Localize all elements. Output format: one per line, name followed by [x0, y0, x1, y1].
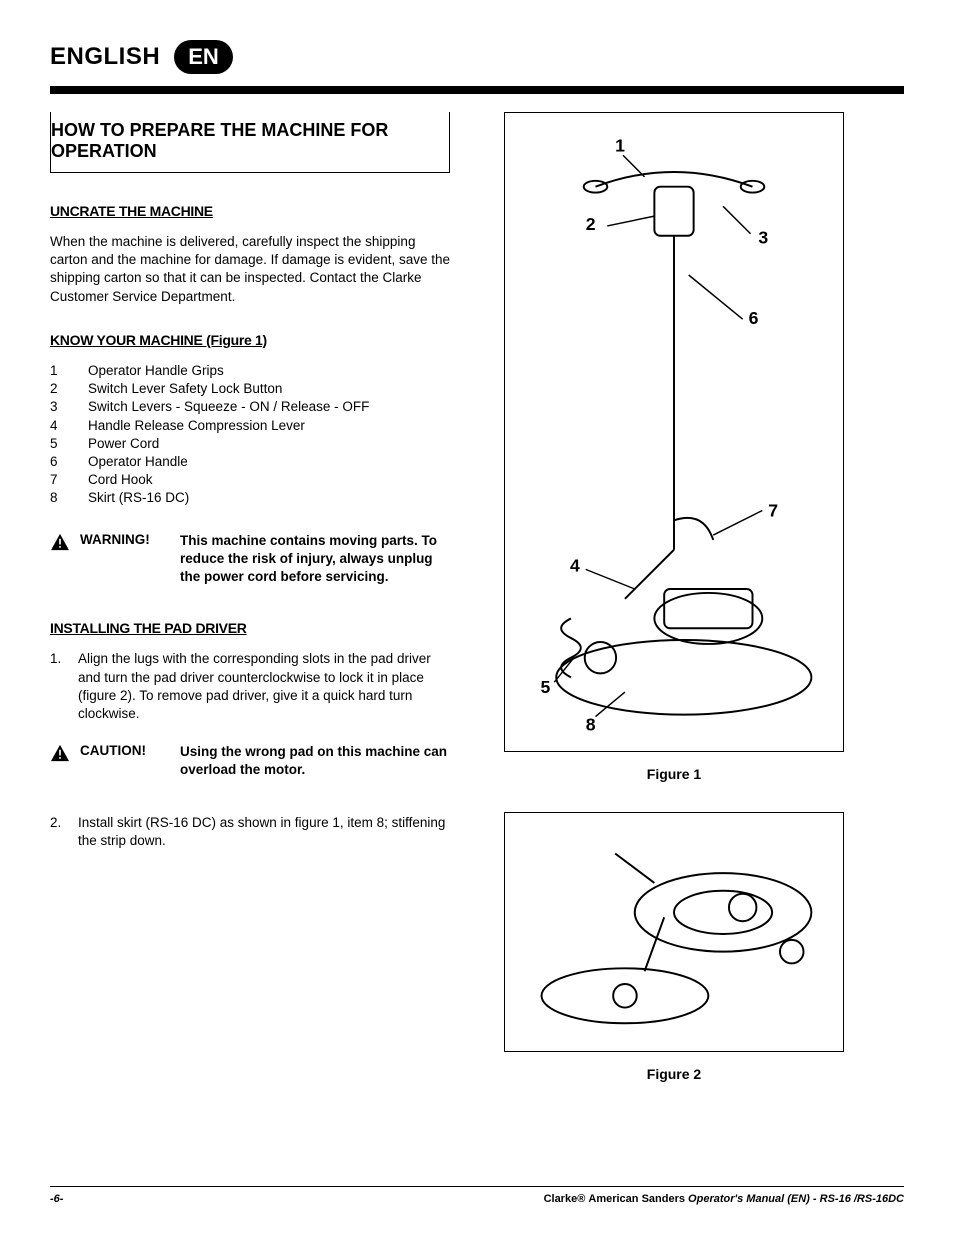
- footer-model: - RS-16 /RS-16DC: [810, 1193, 904, 1205]
- left-column: HOW TO PREPARE THE MACHINE FOR OPERATION…: [50, 112, 450, 1112]
- page-footer: -6- Clarke® American Sanders Operator's …: [50, 1186, 904, 1205]
- list-item: 2Switch Lever Safety Lock Button: [50, 380, 450, 398]
- figure-1-frame: 1 2 3 6 7 4 5 8: [504, 112, 844, 752]
- footer-mid: American Sanders: [588, 1193, 685, 1205]
- section-title: HOW TO PREPARE THE MACHINE FOR OPERATION: [51, 120, 439, 162]
- footer-title: Operator's Manual (EN): [688, 1193, 810, 1205]
- callout-1: 1: [615, 135, 625, 155]
- figure-2-frame: [504, 812, 844, 1052]
- list-item: 3Switch Levers - Squeeze - ON / Release …: [50, 398, 450, 416]
- callout-4: 4: [570, 555, 580, 575]
- list-item: 4Handle Release Compression Lever: [50, 417, 450, 435]
- list-item: 6Operator Handle: [50, 453, 450, 471]
- warning-icon: [50, 533, 70, 551]
- list-item: 1Operator Handle Grips: [50, 362, 450, 380]
- language-header: ENGLISH EN: [50, 40, 904, 74]
- callout-3: 3: [758, 228, 768, 248]
- warning-block: WARNING! This machine contains moving pa…: [50, 532, 450, 587]
- caution-label: CAUTION!: [80, 743, 170, 758]
- footer-brand: Clarke®: [544, 1193, 586, 1205]
- caution-block: CAUTION! Using the wrong pad on this mac…: [50, 743, 450, 779]
- warning-label: WARNING!: [80, 532, 170, 547]
- install-steps: 1.Align the lugs with the corresponding …: [50, 650, 450, 723]
- figure-1-diagram: 1 2 3 6 7 4 5 8: [517, 124, 831, 740]
- uncrate-heading: UNCRATE THE MACHINE: [50, 203, 450, 219]
- uncrate-body: When the machine is delivered, carefully…: [50, 233, 450, 306]
- content-columns: HOW TO PREPARE THE MACHINE FOR OPERATION…: [50, 112, 904, 1112]
- list-item: 5Power Cord: [50, 435, 450, 453]
- header-rule: [50, 86, 904, 94]
- figure-2-caption: Figure 2: [647, 1066, 701, 1082]
- list-item: 2.Install skirt (RS-16 DC) as shown in f…: [50, 814, 450, 850]
- install-steps-2: 2.Install skirt (RS-16 DC) as shown in f…: [50, 814, 450, 850]
- list-item: 1.Align the lugs with the corresponding …: [50, 650, 450, 723]
- language-badge: EN: [174, 40, 233, 74]
- figure-2-diagram: [517, 824, 831, 1040]
- page-number: -6-: [50, 1193, 63, 1205]
- figure-1-caption: Figure 1: [647, 766, 701, 782]
- callout-7: 7: [768, 500, 778, 520]
- footer-right: Clarke® American Sanders Operator's Manu…: [544, 1193, 904, 1205]
- warning-text: This machine contains moving parts. To r…: [180, 532, 450, 587]
- right-column: 1 2 3 6 7 4 5 8 Figure 1: [474, 112, 874, 1112]
- callout-6: 6: [749, 308, 759, 328]
- parts-list: 1Operator Handle Grips 2Switch Lever Saf…: [50, 362, 450, 508]
- install-heading: INSTALLING THE PAD DRIVER: [50, 620, 450, 636]
- list-item: 8Skirt (RS-16 DC): [50, 489, 450, 507]
- list-item: 7Cord Hook: [50, 471, 450, 489]
- callout-8: 8: [586, 714, 596, 734]
- caution-text: Using the wrong pad on this machine can …: [180, 743, 450, 779]
- language-label: ENGLISH: [50, 43, 160, 71]
- callout-5: 5: [541, 677, 551, 697]
- know-heading: KNOW YOUR MACHINE (Figure 1): [50, 332, 450, 348]
- warning-icon: [50, 744, 70, 762]
- section-title-box: HOW TO PREPARE THE MACHINE FOR OPERATION: [50, 112, 450, 173]
- callout-2: 2: [586, 214, 596, 234]
